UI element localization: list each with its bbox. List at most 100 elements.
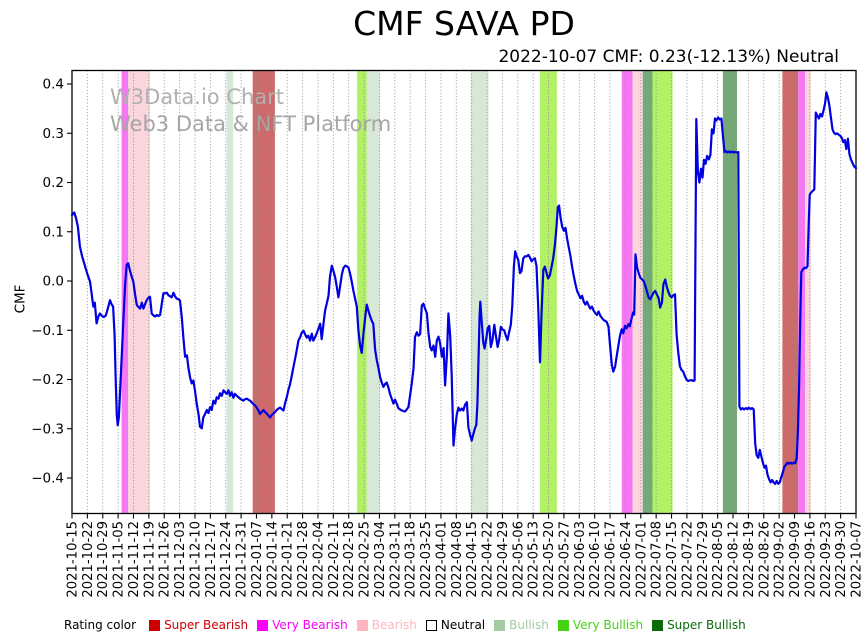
rating-band-bearish: [805, 70, 811, 514]
x-tick-label: 2022-06-10: [588, 521, 603, 598]
x-tick-label: 2022-02-25: [358, 521, 373, 598]
chart-subtitle: 2022-10-07 CMF: 0.23(-12.13%) Neutral: [498, 47, 839, 67]
x-tick-label: 2021-11-05: [112, 521, 127, 598]
legend-swatch-super-bullish: [652, 619, 664, 631]
rating-band-very-bullish: [357, 70, 367, 514]
rating-legend: Rating color Super Bearish Very Bearish Be…: [64, 613, 746, 637]
x-tick-label: 2022-03-04: [373, 521, 388, 598]
x-tick-label: 2022-08-26: [757, 521, 772, 598]
x-tick-label: 2022-05-06: [511, 521, 526, 598]
x-tick-label: 2021-11-12: [127, 521, 142, 598]
legend-swatch-bullish: [494, 619, 506, 631]
legend-item-neutral: Neutral: [425, 618, 486, 632]
rating-band-bearish: [632, 70, 643, 514]
x-tick-label: 2022-08-12: [727, 521, 742, 598]
legend-swatch-bearish: [356, 619, 368, 631]
x-tick-label: 2022-01-28: [296, 521, 311, 598]
watermark: W3Data.io Chart Web3 Data & NFT Platform: [110, 84, 391, 138]
y-tick-label: 0.2: [43, 175, 64, 191]
y-tick-label: −0.2: [31, 372, 64, 388]
y-tick-label: 0.4: [43, 77, 64, 93]
legend-label: Very Bearish: [272, 618, 348, 632]
legend-label: Bullish: [509, 618, 549, 632]
y-tick-label: 0.3: [43, 126, 64, 142]
legend-item-bullish: Bullish: [494, 618, 549, 632]
legend-swatch-neutral: [425, 619, 437, 631]
x-tick-label: 2022-02-04: [311, 521, 326, 598]
x-tick-label: 2022-09-02: [773, 521, 788, 598]
x-tick-label: 2021-12-17: [204, 521, 219, 598]
x-tick-label: 2022-07-15: [665, 521, 680, 598]
legend-swatch-very-bullish: [557, 619, 569, 631]
legend-label: Neutral: [440, 618, 486, 632]
x-tick-label: 2021-12-03: [173, 521, 188, 598]
legend-item-very-bullish: Very Bullish: [557, 618, 643, 632]
y-tick-label: 0.0: [43, 274, 64, 290]
legend-label: Super Bullish: [667, 618, 746, 632]
x-tick-label: 2022-04-08: [450, 521, 465, 598]
x-tick-label: 2022-01-14: [265, 521, 280, 598]
x-tick-label: 2022-04-01: [434, 521, 449, 598]
plot-border: [71, 69, 857, 515]
x-tick-label: 2022-03-25: [419, 521, 434, 598]
legend-swatch-super-bearish: [149, 619, 161, 631]
page-title: CMF SAVA PD: [353, 4, 575, 43]
x-tick-label: 2021-11-26: [158, 521, 173, 598]
x-tick-label: 2021-12-31: [235, 521, 250, 598]
legend-swatch-very-bearish: [257, 619, 269, 631]
x-tick-label: 2022-06-03: [573, 521, 588, 598]
x-tick-label: 2021-12-24: [219, 521, 234, 598]
x-tick-label: 2022-04-22: [481, 521, 496, 598]
y-tick-label: 0.1: [43, 224, 64, 240]
x-tick-label: 2022-05-27: [557, 521, 572, 598]
rating-band-bullish: [366, 70, 380, 514]
x-tick-label: 2021-12-10: [188, 521, 203, 598]
x-tick-label: 2021-11-19: [142, 521, 157, 598]
x-tick-label: 2022-07-01: [634, 521, 649, 598]
x-tick-label: 2022-02-18: [342, 521, 357, 598]
x-tick-label: 2022-03-11: [388, 521, 403, 598]
x-tick-label: 2022-07-08: [650, 521, 665, 598]
x-tick-label: 2022-08-05: [711, 521, 726, 598]
rating-band-bearish: [128, 70, 150, 514]
x-tick-label: 2022-08-19: [742, 521, 757, 598]
cmf-line: [70, 91, 858, 485]
watermark-line1: W3Data.io Chart: [110, 85, 285, 109]
x-tick-label: 2022-01-07: [250, 521, 265, 598]
x-tick-label: 2021-10-29: [96, 521, 111, 598]
rating-band-super-bearish: [782, 70, 799, 514]
legend-item-super-bullish: Super Bullish: [652, 618, 746, 632]
legend-title: Rating color: [64, 618, 137, 632]
y-tick-label: −0.1: [31, 323, 64, 339]
x-tick-label: 2022-01-21: [281, 521, 296, 598]
legend-label: Super Bearish: [164, 618, 249, 632]
x-tick-label: 2022-04-29: [496, 521, 511, 598]
legend-item-bearish: Bearish: [356, 618, 417, 632]
rating-band-very-bearish: [621, 70, 633, 514]
x-tick-label: 2021-10-15: [66, 521, 81, 598]
x-tick-label: 2022-05-20: [542, 521, 557, 598]
x-tick-label: 2022-09-30: [834, 521, 849, 598]
x-tick-label: 2022-03-18: [404, 521, 419, 598]
x-tick-label: 2022-07-22: [680, 521, 695, 598]
rating-band-super-bearish: [252, 70, 275, 514]
x-tick-label: 2022-09-09: [788, 521, 803, 598]
y-axis-label: CMF: [12, 284, 29, 314]
x-tick-label: 2022-04-15: [465, 521, 480, 598]
legend-item-very-bearish: Very Bearish: [257, 618, 348, 632]
x-tick-label: 2022-09-16: [803, 521, 818, 598]
x-tick-label: 2021-10-22: [81, 521, 96, 598]
y-tick-label: −0.4: [31, 471, 64, 487]
x-tick-label: 2022-02-11: [327, 521, 342, 598]
y-tick-label: −0.3: [31, 421, 64, 437]
x-tick-label: 2022-06-17: [604, 521, 619, 598]
x-tick-label: 2022-10-07: [850, 521, 864, 598]
legend-label: Bearish: [371, 618, 417, 632]
legend-item-super-bearish: Super Bearish: [149, 618, 248, 632]
rating-band-super-bullish: [722, 70, 737, 514]
watermark-line2: Web3 Data & NFT Platform: [110, 112, 392, 136]
x-tick-label: 2022-07-29: [696, 521, 711, 598]
rating-band-bullish: [470, 70, 489, 514]
